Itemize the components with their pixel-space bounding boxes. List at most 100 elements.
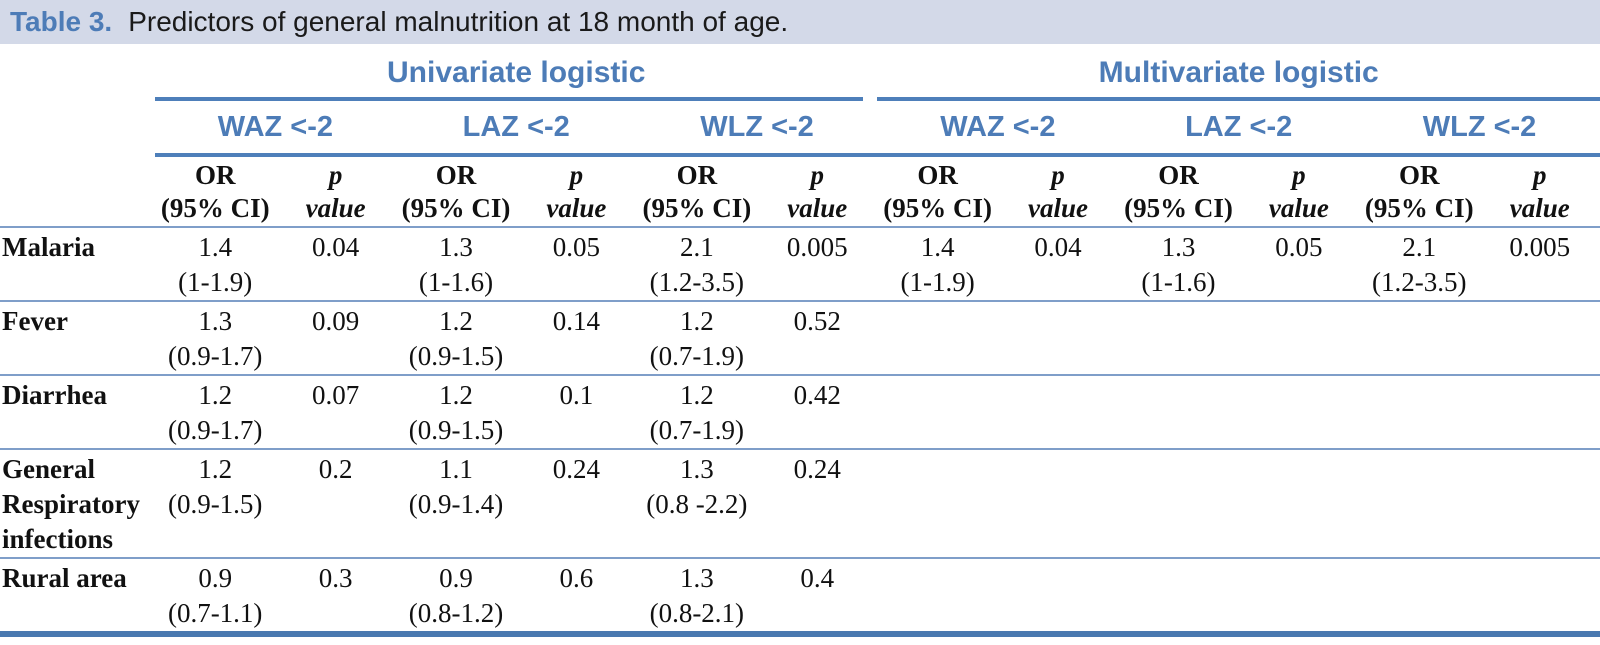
outcome-header-waz-multi: WAZ <-2 bbox=[877, 101, 1119, 157]
or-ci-cell: 1.2 (0.9-1.5) bbox=[155, 449, 276, 559]
p-value-cell: 0.3 bbox=[275, 558, 396, 637]
row-label: Diarrhea bbox=[0, 375, 155, 450]
p-value-header: p value bbox=[275, 155, 396, 228]
p-value-cell: 0.2 bbox=[275, 449, 396, 559]
or-ci-cell bbox=[1118, 301, 1239, 376]
table-number-label: Table 3. bbox=[10, 6, 113, 37]
or-ci-cell bbox=[1359, 449, 1480, 559]
or-ci-cell: 1.3 (0.9-1.7) bbox=[155, 301, 276, 376]
outcome-header-wlz-multi: WLZ <-2 bbox=[1359, 101, 1600, 157]
or-ci-cell bbox=[1359, 375, 1480, 450]
group-header-row: Univariate logistic Multivariate logisti… bbox=[0, 44, 1600, 101]
or-ci-cell: 1.3 (1-1.6) bbox=[395, 227, 517, 302]
table-row-fever: Fever 1.3 (0.9-1.7) 0.09 1.2 (0.9-1.5) 0.1… bbox=[0, 301, 1600, 376]
p-value-cell: 0.24 bbox=[757, 449, 878, 559]
corner-cell bbox=[0, 101, 155, 155]
table-caption: Predictors of general malnutrition at 18… bbox=[128, 6, 789, 37]
or-ci-cell: 1.2 (0.9-1.7) bbox=[155, 375, 276, 450]
p-value-cell bbox=[997, 375, 1119, 450]
p-value-header: p value bbox=[997, 155, 1119, 228]
group-header-multivariate: Multivariate logistic bbox=[877, 44, 1600, 101]
or-ci-cell bbox=[877, 301, 998, 376]
or-ci-cell: 2.1 (1.2-3.5) bbox=[636, 227, 758, 302]
results-table: Univariate logistic Multivariate logisti… bbox=[0, 44, 1600, 637]
or-ci-header: OR (95% CI) bbox=[1359, 155, 1480, 228]
or-ci-header: OR (95% CI) bbox=[1118, 155, 1239, 228]
p-value-cell bbox=[997, 558, 1119, 637]
p-value-header: p value bbox=[516, 155, 637, 228]
p-value-header: p value bbox=[1479, 155, 1600, 228]
or-ci-cell bbox=[1118, 449, 1239, 559]
p-value-cell bbox=[1479, 301, 1600, 376]
group-header-label: Multivariate logistic bbox=[1098, 56, 1379, 89]
table-row-malaria: Malaria 1.4 (1-1.9) 0.04 1.3 (1-1.6) 0.05 … bbox=[0, 227, 1600, 302]
or-ci-cell bbox=[877, 558, 998, 637]
or-ci-cell: 1.2 (0.9-1.5) bbox=[395, 301, 517, 376]
outcome-header-row: WAZ <-2 LAZ <-2 WLZ <-2 WAZ <-2 LAZ <-2 … bbox=[0, 101, 1600, 157]
p-value-header: p value bbox=[757, 155, 878, 228]
p-value-cell: 0.42 bbox=[757, 375, 878, 450]
measure-header-row: OR (95% CI) p value OR (95% CI) p value … bbox=[0, 155, 1600, 228]
outcome-header-laz-multi: LAZ <-2 bbox=[1118, 101, 1360, 157]
table-row-rural-area: Rural area 0.9 (0.7-1.1) 0.3 0.9 (0.8-1.2)… bbox=[0, 558, 1600, 637]
row-label: Malaria bbox=[0, 227, 155, 302]
p-value-header: p value bbox=[1238, 155, 1360, 228]
group-underline-rule bbox=[155, 97, 864, 101]
p-value-cell: 0.24 bbox=[516, 449, 637, 559]
p-value-cell bbox=[997, 449, 1119, 559]
or-ci-cell: 0.9 (0.7-1.1) bbox=[155, 558, 276, 637]
p-value-cell: 0.005 bbox=[757, 227, 878, 302]
or-ci-header: OR (95% CI) bbox=[395, 155, 517, 228]
p-value-cell: 0.09 bbox=[275, 301, 396, 376]
or-ci-cell: 2.1 (1.2-3.5) bbox=[1359, 227, 1480, 302]
or-ci-header: OR (95% CI) bbox=[155, 155, 276, 228]
row-label: Rural area bbox=[0, 558, 155, 637]
row-label: General Respiratory infections bbox=[0, 449, 155, 559]
table-row-respiratory-infections: General Respiratory infections 1.2 (0.9-1… bbox=[0, 449, 1600, 559]
p-value-cell bbox=[1238, 449, 1360, 559]
or-ci-cell: 1.2 (0.7-1.9) bbox=[636, 301, 758, 376]
table-row-diarrhea: Diarrhea 1.2 (0.9-1.7) 0.07 1.2 (0.9-1.5) … bbox=[0, 375, 1600, 450]
or-ci-cell bbox=[877, 375, 998, 450]
or-ci-cell bbox=[1359, 558, 1480, 637]
group-header-label: Univariate logistic bbox=[387, 56, 646, 89]
or-ci-cell: 0.9 (0.8-1.2) bbox=[395, 558, 517, 637]
or-ci-cell: 1.4 (1-1.9) bbox=[155, 227, 276, 302]
outcome-header-waz-uni: WAZ <-2 bbox=[155, 101, 396, 157]
or-ci-cell: 1.3 (1-1.6) bbox=[1118, 227, 1239, 302]
row-label: Fever bbox=[0, 301, 155, 376]
p-value-cell: 0.4 bbox=[757, 558, 878, 637]
p-value-cell bbox=[1479, 449, 1600, 559]
p-value-cell bbox=[1238, 558, 1360, 637]
or-ci-cell: 1.4 (1-1.9) bbox=[877, 227, 998, 302]
p-value-cell bbox=[1479, 558, 1600, 637]
p-value-cell bbox=[1479, 375, 1600, 450]
or-ci-cell: 1.2 (0.7-1.9) bbox=[636, 375, 758, 450]
p-value-cell: 0.1 bbox=[516, 375, 637, 450]
p-value-cell: 0.005 bbox=[1479, 227, 1600, 302]
outcome-header-wlz-uni: WLZ <-2 bbox=[636, 101, 878, 157]
p-value-cell: 0.52 bbox=[757, 301, 878, 376]
p-value-cell: 0.04 bbox=[997, 227, 1119, 302]
p-value-cell: 0.14 bbox=[516, 301, 637, 376]
or-ci-cell bbox=[1118, 558, 1239, 637]
p-value-cell: 0.05 bbox=[516, 227, 637, 302]
corner-cell bbox=[0, 44, 155, 101]
p-value-cell: 0.05 bbox=[1238, 227, 1360, 302]
or-ci-cell: 1.3 (0.8-2.1) bbox=[636, 558, 758, 637]
or-ci-cell: 1.1 (0.9-1.4) bbox=[395, 449, 517, 559]
p-value-cell: 0.07 bbox=[275, 375, 396, 450]
or-ci-header: OR (95% CI) bbox=[636, 155, 758, 228]
p-value-cell: 0.04 bbox=[275, 227, 396, 302]
or-ci-header: OR (95% CI) bbox=[877, 155, 998, 228]
group-header-univariate: Univariate logistic bbox=[155, 44, 877, 101]
corner-cell bbox=[0, 155, 155, 228]
or-ci-cell bbox=[1359, 301, 1480, 376]
outcome-header-laz-uni: LAZ <-2 bbox=[395, 101, 637, 157]
p-value-cell bbox=[997, 301, 1119, 376]
table-title-bar: Table 3. Predictors of general malnutrit… bbox=[0, 0, 1600, 44]
or-ci-cell: 1.2 (0.9-1.5) bbox=[395, 375, 517, 450]
group-underline-rule bbox=[877, 97, 1600, 101]
p-value-cell bbox=[1238, 375, 1360, 450]
